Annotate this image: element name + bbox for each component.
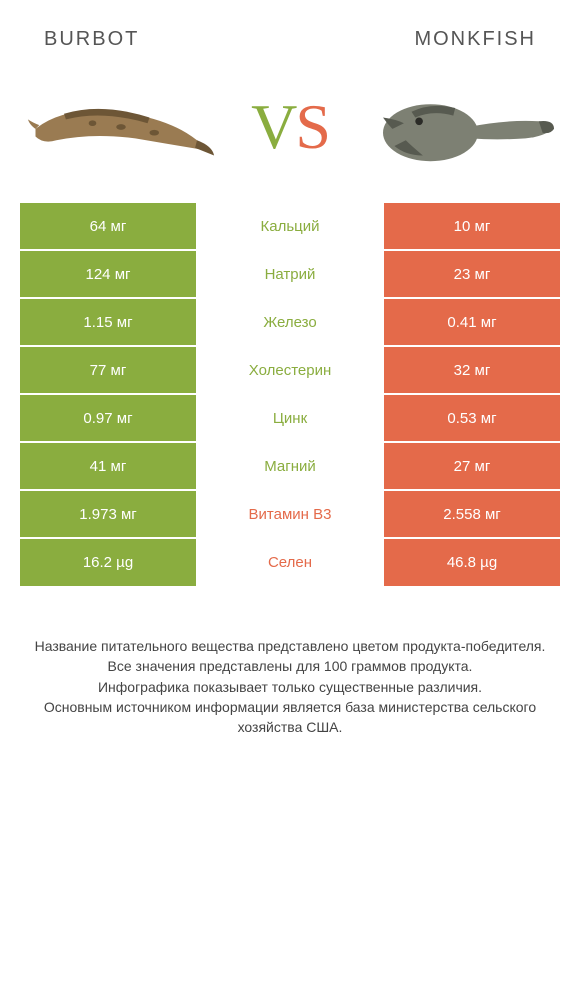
right-value-cell: 23 мг [384,250,560,298]
nutrient-label-cell: Магний [196,442,384,490]
right-value-cell: 46.8 µg [384,538,560,586]
titles-row: Burbot Monkfish [20,28,560,61]
vs-v: V [251,91,295,162]
left-value-cell: 124 мг [20,250,196,298]
footnote-block: Название питательного вещества представл… [20,586,560,737]
left-value-cell: 16.2 µg [20,538,196,586]
nutrient-label-cell: Натрий [196,250,384,298]
comparison-row: 0.97 мгЦинк0.53 мг [20,394,560,442]
footnote-line: Название питательного вещества представл… [24,636,556,656]
nutrient-label-cell: Селен [196,538,384,586]
right-value-cell: 10 мг [384,202,560,250]
vs-s: S [295,91,329,162]
right-value-cell: 0.41 мг [384,298,560,346]
nutrient-label-cell: Витамин B3 [196,490,384,538]
comparison-row: 64 мгКальций10 мг [20,202,560,250]
footnote-line: Инфографика показывает только существенн… [24,677,556,697]
right-value-cell: 0.53 мг [384,394,560,442]
footnote-line: Все значения представлены для 100 граммо… [24,656,556,676]
nutrient-label-cell: Холестерин [196,346,384,394]
vs-label: VS [251,90,329,164]
left-value-cell: 0.97 мг [20,394,196,442]
right-product-title: Monkfish [414,28,536,51]
nutrient-label-cell: Железо [196,298,384,346]
right-value-cell: 27 мг [384,442,560,490]
hero-row: VS [20,61,560,201]
comparison-row: 1.15 мгЖелезо0.41 мг [20,298,560,346]
comparison-row: 1.973 мгВитамин B32.558 мг [20,490,560,538]
comparison-table: 64 мгКальций10 мг124 мгНатрий23 мг1.15 м… [20,201,560,586]
right-value-cell: 2.558 мг [384,490,560,538]
left-value-cell: 64 мг [20,202,196,250]
left-value-cell: 77 мг [20,346,196,394]
left-value-cell: 1.15 мг [20,298,196,346]
left-product-title: Burbot [44,28,139,51]
burbot-fish-icon [26,67,216,187]
comparison-row: 16.2 µgСелен46.8 µg [20,538,560,586]
monkfish-fish-icon [364,67,554,187]
right-value-cell: 32 мг [384,346,560,394]
footnote-line: Основным источником информации является … [24,697,556,738]
nutrient-label-cell: Кальций [196,202,384,250]
comparison-row: 41 мгМагний27 мг [20,442,560,490]
comparison-row: 77 мгХолестерин32 мг [20,346,560,394]
nutrient-label-cell: Цинк [196,394,384,442]
comparison-row: 124 мгНатрий23 мг [20,250,560,298]
left-value-cell: 41 мг [20,442,196,490]
left-value-cell: 1.973 мг [20,490,196,538]
